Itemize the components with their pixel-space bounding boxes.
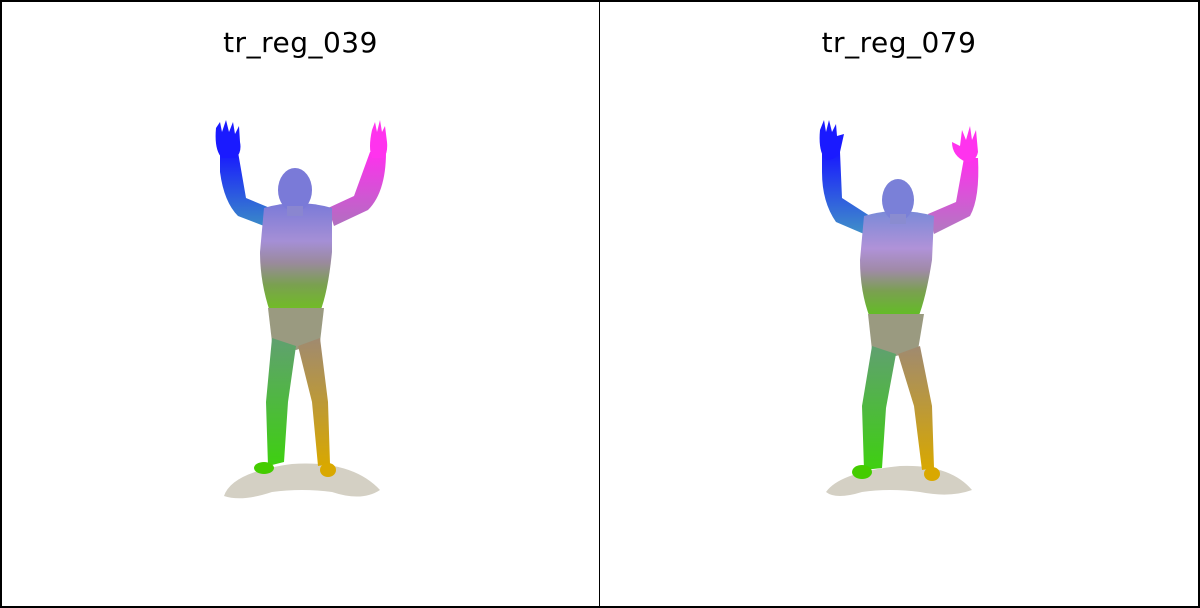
mesh-render-right[interactable] (600, 2, 1200, 608)
viewport-left[interactable]: tr_reg_039 (0, 0, 600, 608)
panel-title: tr_reg_039 (223, 26, 378, 59)
head (882, 179, 914, 221)
left-foot (852, 465, 872, 479)
head (278, 168, 312, 212)
left-leg (862, 346, 896, 470)
right-hand (952, 126, 978, 162)
right-leg (898, 346, 934, 470)
neck (287, 206, 303, 216)
right-leg (298, 338, 330, 466)
left-leg (266, 338, 296, 466)
torso (260, 203, 332, 312)
right-arm (328, 152, 386, 226)
left-arm (220, 152, 270, 226)
mesh-render-left[interactable] (2, 2, 600, 608)
panel-title: tr_reg_079 (821, 26, 977, 59)
left-hand (215, 120, 241, 158)
left-arm (822, 152, 870, 234)
right-arm (928, 158, 979, 234)
torso (860, 211, 934, 318)
viewport-right[interactable]: tr_reg_079 (599, 0, 1200, 608)
right-foot (924, 467, 940, 481)
ground-shadow (826, 465, 972, 496)
right-foot (320, 463, 336, 477)
ground-shadow (224, 463, 380, 499)
left-hand (819, 120, 844, 160)
pelvis (268, 308, 324, 350)
neck (890, 214, 906, 224)
right-hand (370, 120, 388, 158)
left-foot (254, 462, 274, 474)
pelvis (868, 314, 924, 356)
